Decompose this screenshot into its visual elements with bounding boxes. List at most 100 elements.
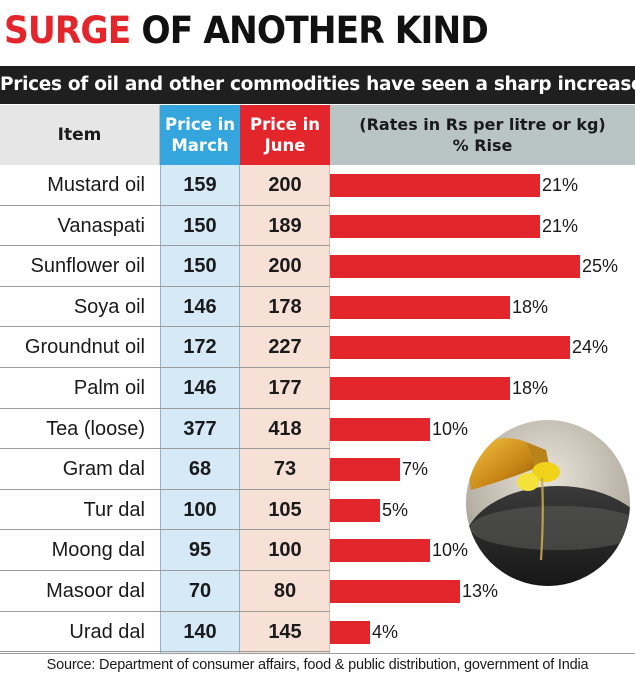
header-chart-line1: (Rates in Rs per litre or kg) xyxy=(359,115,606,134)
march-price: 140 xyxy=(183,620,217,643)
table-row: Gram dal 68 73 7% xyxy=(0,449,635,490)
june-price: 73 xyxy=(273,458,297,481)
june-price: 200 xyxy=(268,255,302,278)
rise-bar xyxy=(330,377,510,400)
row-divider xyxy=(0,245,330,247)
subtitle-bar: Prices of oil and other commodities have… xyxy=(0,66,635,104)
row-divider xyxy=(0,407,330,409)
header-chart: (Rates in Rs per litre or kg) % Rise xyxy=(330,105,635,165)
rise-bar xyxy=(330,295,510,319)
march-price: 150 xyxy=(183,214,217,237)
rise-bar xyxy=(330,174,540,197)
table-row: Soya oil 146 178 18% xyxy=(0,287,635,328)
march-price: 68 xyxy=(188,458,212,481)
row-divider xyxy=(0,569,330,571)
rise-bar xyxy=(330,620,370,644)
row-divider xyxy=(0,529,330,531)
row-divider xyxy=(0,285,330,287)
row-divider xyxy=(0,204,330,206)
item-name: Moong dal xyxy=(51,539,145,562)
item-name: Vanaspati xyxy=(57,214,145,237)
headline-accent: SURGE xyxy=(4,9,131,52)
march-price: 95 xyxy=(188,539,212,562)
june-price: 227 xyxy=(268,336,302,359)
june-price: 418 xyxy=(268,417,302,440)
rise-label: 10% xyxy=(432,540,469,561)
rise-bar xyxy=(330,539,430,563)
march-price: 150 xyxy=(183,255,217,278)
table-row: Tur dal 100 105 5% xyxy=(0,490,635,531)
header-june-line2: June xyxy=(264,136,306,155)
row-divider xyxy=(0,610,330,612)
march-price: 159 xyxy=(183,174,217,196)
rise-label: 18% xyxy=(512,296,549,317)
item-name: Gram dal xyxy=(62,458,145,481)
june-price: 105 xyxy=(268,498,302,521)
item-name: Groundnut oil xyxy=(24,336,145,359)
rise-bar xyxy=(330,498,380,522)
rise-bar xyxy=(330,255,580,279)
rise-bar xyxy=(330,458,400,482)
item-name: Tea (loose) xyxy=(46,417,145,440)
june-price: 80 xyxy=(273,580,297,602)
table-row: Urad dal 140 145 4% xyxy=(0,612,635,653)
item-column-bg xyxy=(0,105,160,653)
table-row: Moong dal 95 100 10% xyxy=(0,530,635,571)
item-name: Soya oil xyxy=(73,295,145,318)
header-june: Price in June xyxy=(240,105,330,165)
rise-label: 18% xyxy=(512,378,549,398)
row-divider xyxy=(0,366,330,368)
rise-bar xyxy=(330,214,540,238)
rise-bar xyxy=(330,336,570,360)
row-divider xyxy=(0,488,330,490)
table-row: Palm oil 146 177 18% xyxy=(0,368,635,409)
table-row: Masoor dal 70 80 13% xyxy=(0,571,635,612)
rise-label: 21% xyxy=(542,215,579,236)
rise-label: 7% xyxy=(402,459,429,480)
rise-label: 24% xyxy=(572,337,609,358)
item-name: Masoor dal xyxy=(46,580,145,602)
rise-label: 10% xyxy=(432,418,469,439)
row-divider xyxy=(0,326,330,328)
source-note: Source: Department of consumer affairs, … xyxy=(0,653,635,676)
table-row: Vanaspati 150 189 21% xyxy=(0,206,635,247)
june-column-bg xyxy=(240,105,330,653)
june-price: 178 xyxy=(268,295,302,318)
june-price: 177 xyxy=(268,377,302,399)
header-march-line1: Price in xyxy=(164,115,235,134)
header-march-line2: March xyxy=(171,136,229,155)
march-column-bg xyxy=(160,105,240,653)
march-price: 100 xyxy=(183,498,217,521)
march-price: 146 xyxy=(183,377,217,399)
item-name: Tur dal xyxy=(83,498,145,521)
header-march: Price in March xyxy=(160,105,240,165)
table-row: Sunflower oil 150 200 25% xyxy=(0,246,635,287)
june-price: 145 xyxy=(268,620,302,643)
item-name: Palm oil xyxy=(73,377,145,399)
headline: SURGE OF ANOTHER KIND xyxy=(4,0,591,62)
table-row: Groundnut oil 172 227 24% xyxy=(0,327,635,368)
table-row: Mustard oil 159 200 21% xyxy=(0,165,635,206)
item-name: Mustard oil xyxy=(47,174,145,196)
table-row: Tea (loose) 377 418 10% xyxy=(0,409,635,450)
rise-label: 4% xyxy=(372,621,399,642)
row-divider xyxy=(0,448,330,450)
item-name: Sunflower oil xyxy=(30,255,145,278)
june-price: 200 xyxy=(268,174,302,196)
rise-label: 21% xyxy=(542,175,579,195)
march-price: 146 xyxy=(183,295,217,318)
rise-label: 5% xyxy=(382,499,409,520)
june-price: 189 xyxy=(268,214,302,237)
march-price: 70 xyxy=(188,580,212,602)
item-name: Urad dal xyxy=(69,620,145,643)
march-price: 172 xyxy=(183,336,217,359)
rise-label: 25% xyxy=(582,256,619,277)
rise-bar xyxy=(330,417,430,441)
header-june-line1: Price in xyxy=(249,115,320,134)
june-price: 100 xyxy=(268,539,302,562)
header-item: Item xyxy=(0,105,160,165)
headline-rest: OF ANOTHER KIND xyxy=(130,9,488,52)
oil-pour-photo xyxy=(466,420,630,586)
march-price: 377 xyxy=(183,417,217,440)
header-chart-line2: % Rise xyxy=(452,136,513,155)
